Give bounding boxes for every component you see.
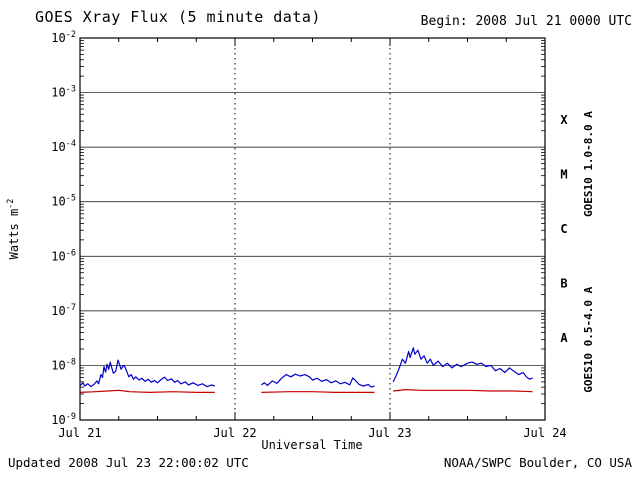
chart-title: GOES Xray Flux (5 minute data)	[35, 8, 321, 26]
series-goes10-1-0-8-0-a	[393, 389, 533, 393]
series-goes10-1-0-8-0-a	[79, 389, 215, 393]
x-axis-title: Universal Time	[261, 438, 362, 452]
channel-label-short: GOES10 0.5-4.0 A	[582, 286, 595, 392]
y-tick-label: 10-4	[51, 139, 76, 154]
x-tick-label: Jul 23	[368, 426, 411, 440]
series-goes10-0-5-4-0-a	[392, 347, 533, 383]
y-tick-label: 10-3	[51, 85, 76, 100]
y-tick-label: 10-8	[51, 357, 76, 372]
flare-class-letter-b: B	[560, 277, 567, 291]
y-tick-label: 10-7	[51, 303, 76, 318]
updated-timestamp: Updated 2008 Jul 23 22:00:02 UTC	[8, 455, 249, 470]
flare-class-letter-a: A	[560, 331, 568, 345]
axis-ticks-layer	[79, 38, 546, 420]
x-tick-label: Jul 22	[213, 426, 256, 440]
flare-class-letter-x: X	[560, 113, 568, 127]
y-tick-label: 10-2	[51, 30, 76, 45]
data-series-layer	[79, 347, 533, 393]
gridlines-layer	[80, 38, 545, 420]
series-goes10-1-0-8-0-a	[261, 391, 375, 393]
y-tick-label: 10-5	[51, 194, 76, 209]
series-goes10-0-5-4-0-a	[79, 359, 216, 388]
source-attribution: NOAA/SWPC Boulder, CO USA	[444, 455, 633, 470]
flare-class-letter-m: M	[560, 167, 567, 181]
begin-label: Begin: 2008 Jul 21 0000 UTC	[421, 14, 632, 29]
series-goes10-0-5-4-0-a	[261, 373, 375, 388]
x-tick-label: Jul 24	[523, 426, 566, 440]
y-tick-label: 10-9	[51, 412, 76, 427]
x-tick-label: Jul 21	[58, 426, 101, 440]
plot-frame	[79, 37, 546, 421]
y-tick-label: 10-6	[51, 248, 76, 263]
channel-label-long: GOES10 1.0-8.0 A	[582, 111, 595, 217]
flare-class-letter-c: C	[560, 222, 567, 236]
y-axis-title: Watts m-2	[6, 199, 21, 260]
